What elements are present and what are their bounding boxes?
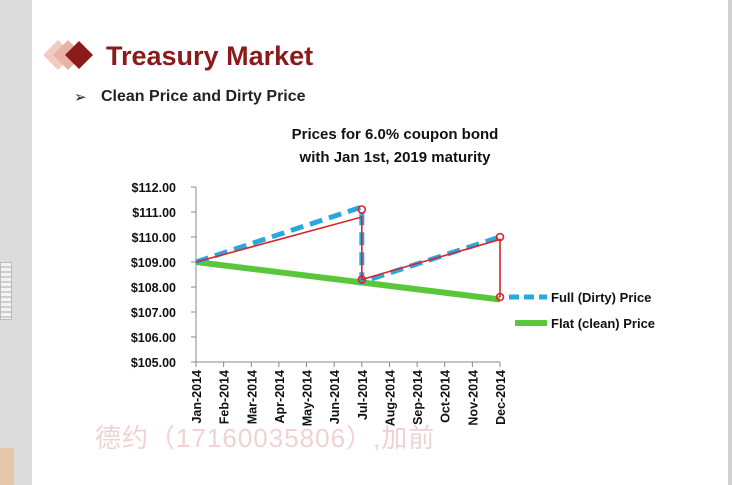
x-tick-label: Mar-2014	[245, 370, 259, 424]
x-tick-label: Aug-2014	[383, 370, 397, 426]
left-thumbnail-edge	[0, 448, 14, 485]
left-scroll-handle[interactable]	[0, 262, 12, 320]
left-panel-strip	[0, 0, 32, 485]
y-tick-label: $105.00	[131, 356, 176, 370]
slide-canvas	[32, 0, 728, 485]
x-tick-label: May-2014	[301, 370, 315, 426]
x-tick-label: Oct-2014	[439, 370, 453, 423]
diamond-logo-icon	[44, 40, 93, 70]
slide-bullet-text: Clean Price and Dirty Price	[101, 88, 306, 105]
x-tick-label: Sep-2014	[411, 370, 425, 425]
watermark-text: 德约（17160035806）,加前	[95, 423, 436, 453]
y-tick-label: $110.00	[132, 231, 177, 245]
logo-diamond-front	[65, 41, 93, 69]
x-tick-label: Dec-2014	[494, 370, 508, 425]
annotation-sketch-line	[195, 215, 501, 297]
y-tick-label: $112.00	[132, 181, 177, 195]
x-tick-label: Feb-2014	[218, 370, 232, 424]
dirty-price-series-line	[195, 203, 501, 286]
y-tick-label: $108.00	[131, 281, 176, 295]
x-tick-label: Apr-2014	[273, 370, 287, 424]
right-window-edge	[728, 0, 732, 485]
bullet-arrow-icon: ➢	[74, 89, 87, 106]
legend-clean-label: Flat (clean) Price	[551, 316, 655, 331]
x-tick-label: Jan-2014	[190, 370, 204, 424]
y-tick-label: $109.00	[131, 256, 176, 270]
chart-title-line: with Jan 1st, 2019 maturity	[299, 149, 492, 166]
y-tick-label: $106.00	[131, 331, 176, 345]
y-tick-label: $111.00	[132, 206, 176, 220]
chart-title-line: Prices for 6.0% coupon bond	[292, 126, 499, 143]
annotation-circle	[495, 292, 505, 302]
y-tick-label: $107.00	[131, 306, 176, 320]
annotation-circle	[495, 232, 505, 242]
x-tick-label: Jun-2014	[328, 370, 342, 424]
x-tick-label: Jul-2014	[356, 370, 370, 420]
legend-dirty-label: Full (Dirty) Price	[551, 290, 651, 305]
annotation-circle	[357, 275, 367, 284]
slide-title: Treasury Market	[106, 41, 314, 71]
x-tick-label: Nov-2014	[466, 370, 480, 426]
clean-price-series-line	[195, 259, 501, 303]
annotation-circle	[357, 205, 367, 214]
